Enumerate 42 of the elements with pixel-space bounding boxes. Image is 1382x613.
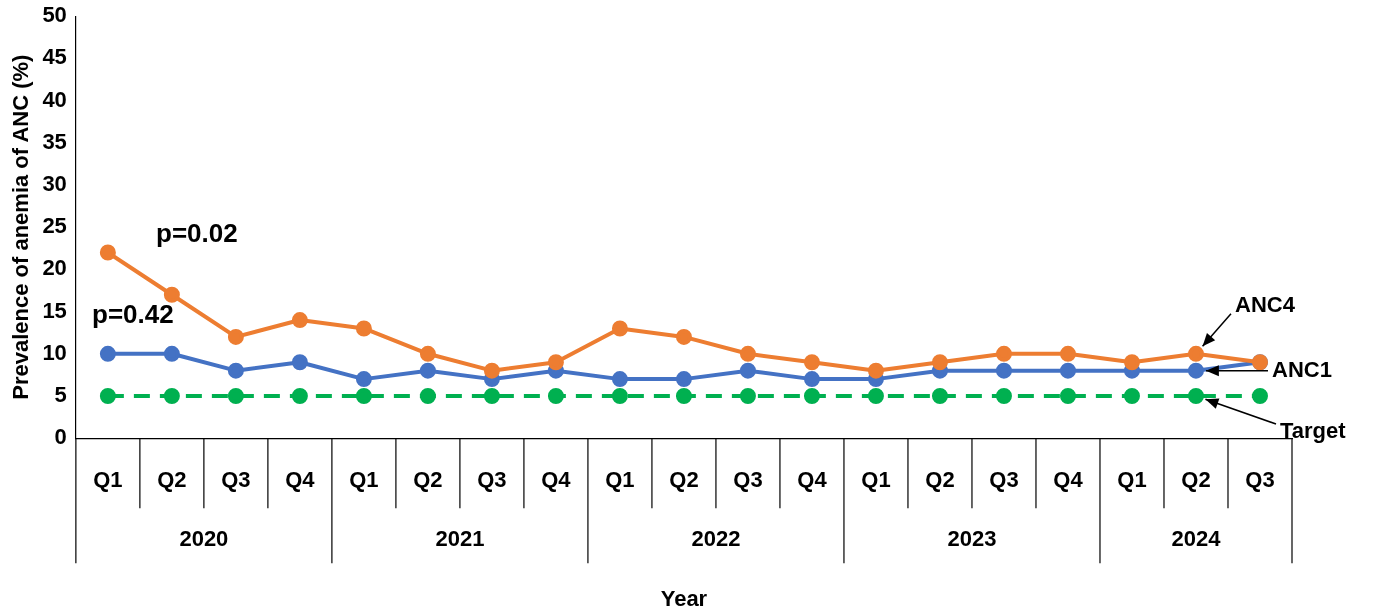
series-label: ANC4 bbox=[1234, 291, 1296, 317]
x-tick-label: Q3 bbox=[733, 467, 763, 493]
y-tick-label: 0 bbox=[54, 424, 67, 450]
text: 2023 bbox=[947, 526, 997, 552]
annotation: p=0.02 bbox=[156, 217, 238, 248]
x-tick-label: Q1 bbox=[605, 467, 635, 493]
x-tick-label: Q4 bbox=[1053, 467, 1084, 493]
y-tick-label: 20 bbox=[42, 255, 67, 281]
y-tick-label: 40 bbox=[42, 86, 67, 112]
y-tick-label: 50 bbox=[42, 2, 67, 28]
x-tick-label: Q3 bbox=[477, 467, 507, 493]
annotation: p=0.42 bbox=[92, 298, 174, 329]
y-tick-label: 35 bbox=[42, 128, 67, 154]
series-label: Target bbox=[1279, 418, 1347, 444]
x-tick-label: Q3 bbox=[221, 467, 251, 493]
y-tick-label: 10 bbox=[42, 339, 67, 365]
y-tick-label: 15 bbox=[42, 297, 67, 323]
x-tick-label: Q1 bbox=[93, 467, 123, 493]
text: 2020 bbox=[179, 526, 229, 552]
x-tick-label: Q4 bbox=[797, 467, 828, 493]
text: 2022 bbox=[691, 526, 741, 552]
y-tick-label: 25 bbox=[42, 213, 67, 239]
x-tick-label: Q2 bbox=[669, 467, 699, 493]
y-tick-label: 45 bbox=[42, 44, 67, 70]
series-label: ANC1 bbox=[1271, 356, 1332, 382]
x-tick-label: Q3 bbox=[989, 467, 1019, 493]
y-tick-label: 30 bbox=[42, 171, 67, 197]
x-tick-label: Q1 bbox=[349, 467, 379, 493]
y-axis-title: Prevalence of anemia of ANC (%) bbox=[8, 54, 34, 400]
x-tick-label: Q1 bbox=[1117, 467, 1147, 493]
x-tick-label: Q4 bbox=[541, 467, 572, 493]
x-tick-label: Q2 bbox=[413, 467, 443, 493]
x-axis-title: Year bbox=[660, 585, 708, 611]
x-tick-label: Q2 bbox=[925, 467, 955, 493]
text: 2024 bbox=[1171, 526, 1222, 552]
text: 2021 bbox=[435, 526, 485, 552]
x-tick-label: Q3 bbox=[1245, 467, 1275, 493]
y-tick-label: 5 bbox=[54, 382, 67, 408]
x-tick-label: Q2 bbox=[1181, 467, 1211, 493]
x-tick-label: Q2 bbox=[157, 467, 187, 493]
x-tick-label: Q4 bbox=[285, 467, 316, 493]
x-tick-label: Q1 bbox=[861, 467, 891, 493]
